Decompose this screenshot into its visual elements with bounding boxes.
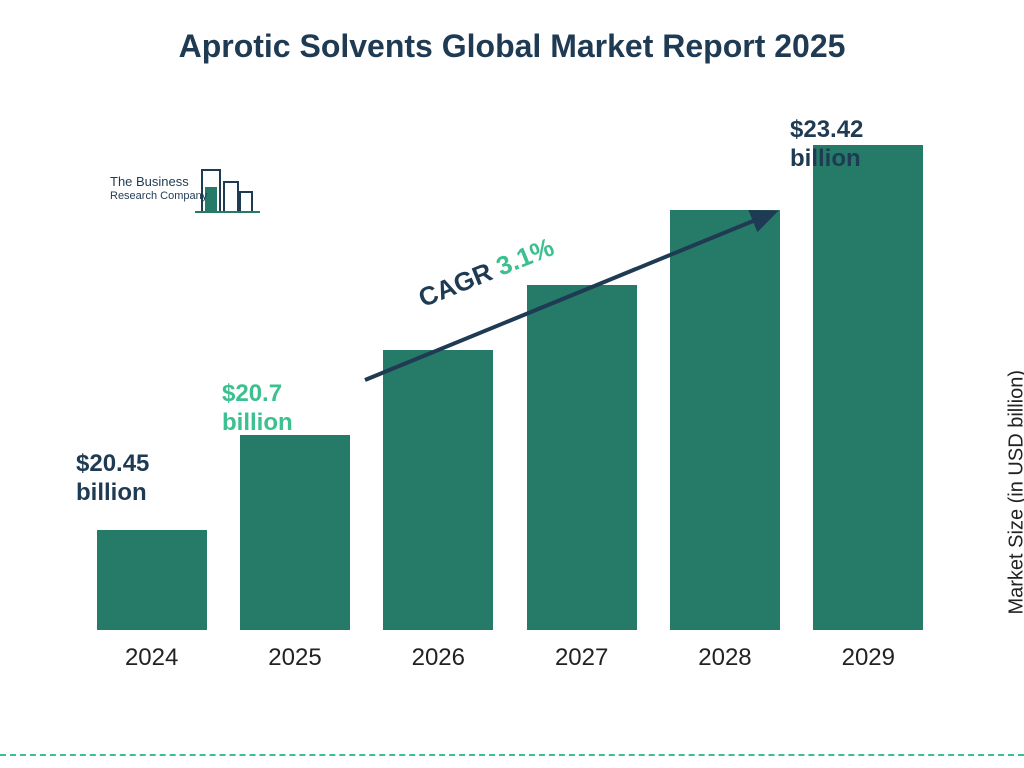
y-axis-label: Market Size (in USD billion) (1006, 370, 1024, 615)
bottom-divider (0, 754, 1024, 756)
trend-arrow (0, 0, 1024, 768)
